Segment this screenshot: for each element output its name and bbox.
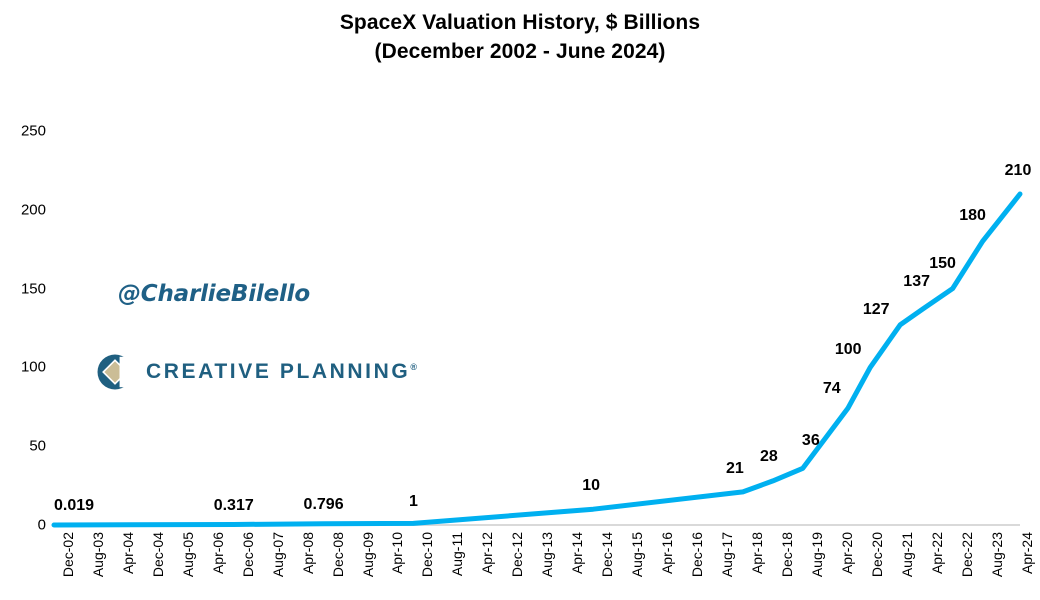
x-tick-label: Apr-18	[748, 532, 765, 575]
x-tick-label: Aug-03	[89, 532, 106, 578]
x-tick-label: Aug-05	[179, 532, 196, 578]
x-tick-label: Aug-17	[718, 532, 735, 578]
data-point-label: 127	[862, 300, 890, 318]
x-tick-label: Apr-12	[479, 532, 496, 575]
x-axis-line	[54, 524, 1020, 526]
x-tick-label: Dec-08	[329, 532, 346, 578]
creative-planning-mark-icon	[97, 354, 134, 390]
x-tick-label: Aug-07	[269, 532, 286, 578]
creative-planning-wordmark: CREATIVE PLANNING®	[146, 360, 417, 384]
x-tick-label: Dec-16	[689, 532, 706, 578]
x-tick-label: Dec-06	[239, 532, 256, 578]
x-tick-label: Apr-06	[209, 532, 226, 575]
data-point-label: 137	[903, 273, 930, 291]
x-tick-label: Dec-10	[419, 532, 436, 578]
logo-text-label: CREATIVE PLANNING	[146, 360, 411, 383]
x-tick-label: Apr-24	[1018, 532, 1035, 575]
y-tick-label: 0	[37, 516, 46, 534]
data-point-label: 0.317	[213, 496, 254, 514]
data-point-label: 10	[582, 477, 601, 495]
x-tick-label: Dec-12	[509, 532, 526, 578]
x-tick-label: Aug-21	[898, 532, 915, 578]
x-tick-label: Aug-11	[449, 532, 466, 577]
data-point-label: 21	[726, 459, 744, 477]
data-point-label: 0.796	[303, 495, 344, 513]
x-tick-label: Dec-02	[60, 532, 76, 578]
data-point-label: 100	[834, 341, 862, 359]
y-tick-label: 200	[20, 201, 46, 219]
data-point-label: 180	[959, 207, 986, 225]
creative-planning-logo: CREATIVE PLANNING®	[96, 353, 417, 391]
x-tick-label: Aug-19	[808, 532, 825, 578]
y-axis: 0 50 100 150 200 250	[0, 110, 46, 534]
trademark-symbol: ®	[410, 362, 417, 372]
chart-title-line1: SpaceX Valuation History, $ Billions	[339, 11, 701, 34]
x-tick-label: Apr-22	[928, 532, 945, 575]
x-tick-label: Aug-23	[988, 532, 1005, 578]
x-tick-label: Dec-18	[778, 532, 795, 578]
x-tick-label: Apr-10	[389, 532, 406, 575]
data-point-label: 74	[822, 380, 841, 398]
y-tick-label: 100	[20, 358, 46, 376]
x-tick-label: Apr-04	[119, 532, 136, 575]
x-tick-label: Apr-14	[569, 532, 586, 575]
x-tick-label: Apr-16	[659, 532, 676, 575]
y-tick-label: 150	[20, 280, 46, 298]
data-point-label: 28	[759, 447, 778, 465]
data-point-label: 0.019	[53, 496, 95, 514]
y-tick-label: 50	[29, 437, 46, 455]
y-tick-label: 250	[20, 122, 46, 140]
x-axis: Dec-02 Aug-03 Apr-04 Dec-04 Aug-05 Apr-06 Dec-…	[0, 530, 1040, 600]
watermark-handle: @CharlieBilello	[118, 281, 310, 307]
data-point-label: 1	[408, 493, 418, 511]
x-tick-label: Aug-09	[359, 532, 376, 578]
x-tick-label: Dec-04	[149, 532, 166, 578]
data-point-label: 36	[801, 432, 820, 450]
chart-title-line2: (December 2002 - June 2024)	[374, 40, 666, 63]
x-tick-label: Dec-22	[958, 532, 975, 578]
data-point-label: 150	[929, 254, 956, 272]
x-tick-label: Dec-20	[868, 532, 885, 578]
chart-title: SpaceX Valuation History, $ Billions (De…	[0, 8, 1040, 66]
x-tick-label: Apr-20	[838, 532, 855, 575]
x-tick-label: Aug-15	[629, 532, 646, 578]
data-point-label: 210	[1004, 162, 1032, 180]
x-tick-label: Apr-08	[299, 532, 316, 575]
x-tick-label: Aug-13	[539, 532, 556, 578]
x-tick-label: Dec-14	[599, 532, 616, 578]
